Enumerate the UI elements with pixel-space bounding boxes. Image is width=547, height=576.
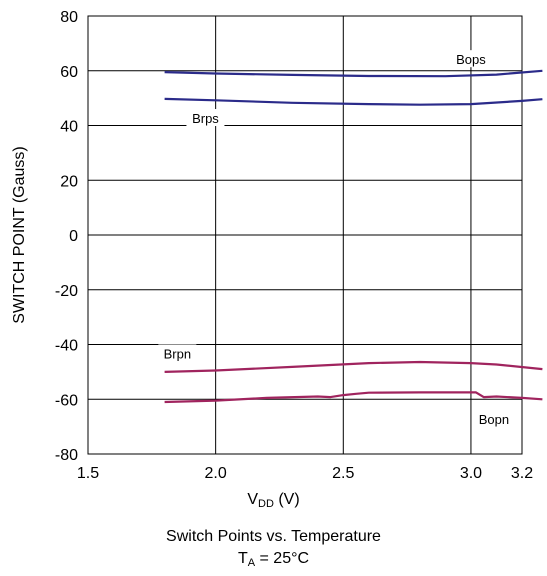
series-line-bopn xyxy=(164,391,543,404)
chart-subtitle: TA = 25°C xyxy=(237,550,310,569)
y-tick-label: 40 xyxy=(60,119,78,136)
x-tick-label: 1.5 xyxy=(77,465,99,482)
y-tick-label: 20 xyxy=(60,173,78,190)
series-lines xyxy=(164,69,543,404)
y-tick-label: -60 xyxy=(55,392,78,409)
series-label-bopn: Bopn xyxy=(479,412,509,427)
series-line-brpn xyxy=(164,360,543,373)
series-label-bg xyxy=(474,410,513,428)
y-tick-label: -80 xyxy=(55,447,78,464)
x-tick-label: 2.5 xyxy=(332,465,354,482)
x-tick-label: 3.0 xyxy=(460,465,482,482)
chart-title: Switch Points vs. Temperature xyxy=(166,528,381,545)
y-tick-label: -40 xyxy=(55,338,78,355)
y-tick-label: 80 xyxy=(60,9,78,26)
x-axis-label: VDD (V) xyxy=(247,491,300,510)
series-label-bg xyxy=(451,50,490,68)
series-label-brps: Brps xyxy=(192,111,219,126)
chart: 80 60 40 20 0 -20 -40 -60 -801.5 2.0 2.5 3.0 3.2 Bop… xyxy=(11,9,543,482)
series-label-bops: Bops xyxy=(456,52,486,67)
y-tick-label: -20 xyxy=(55,283,78,300)
x-tick-label: 2.0 xyxy=(205,465,227,482)
axis-ticks: 80 60 40 20 0 -20 -40 -60 -801.5 2.0 2.5 3.0 3.2 xyxy=(55,9,533,482)
y-tick-label: 60 xyxy=(60,64,78,81)
series-label-bg xyxy=(158,344,197,362)
grid xyxy=(88,16,522,454)
y-axis-label: SWITCH POINT (Gauss) xyxy=(11,146,28,324)
y-tick-label: 0 xyxy=(69,228,78,245)
series-labels: Bops Brps Brpn Bopn xyxy=(158,50,513,428)
series-line-brps xyxy=(164,97,543,106)
series-label-brpn: Brpn xyxy=(164,346,191,361)
x-tick-label: 3.2 xyxy=(511,465,533,482)
plot-frame xyxy=(87,15,523,455)
series-label-bg xyxy=(186,109,225,127)
series-line-bops xyxy=(164,69,543,78)
